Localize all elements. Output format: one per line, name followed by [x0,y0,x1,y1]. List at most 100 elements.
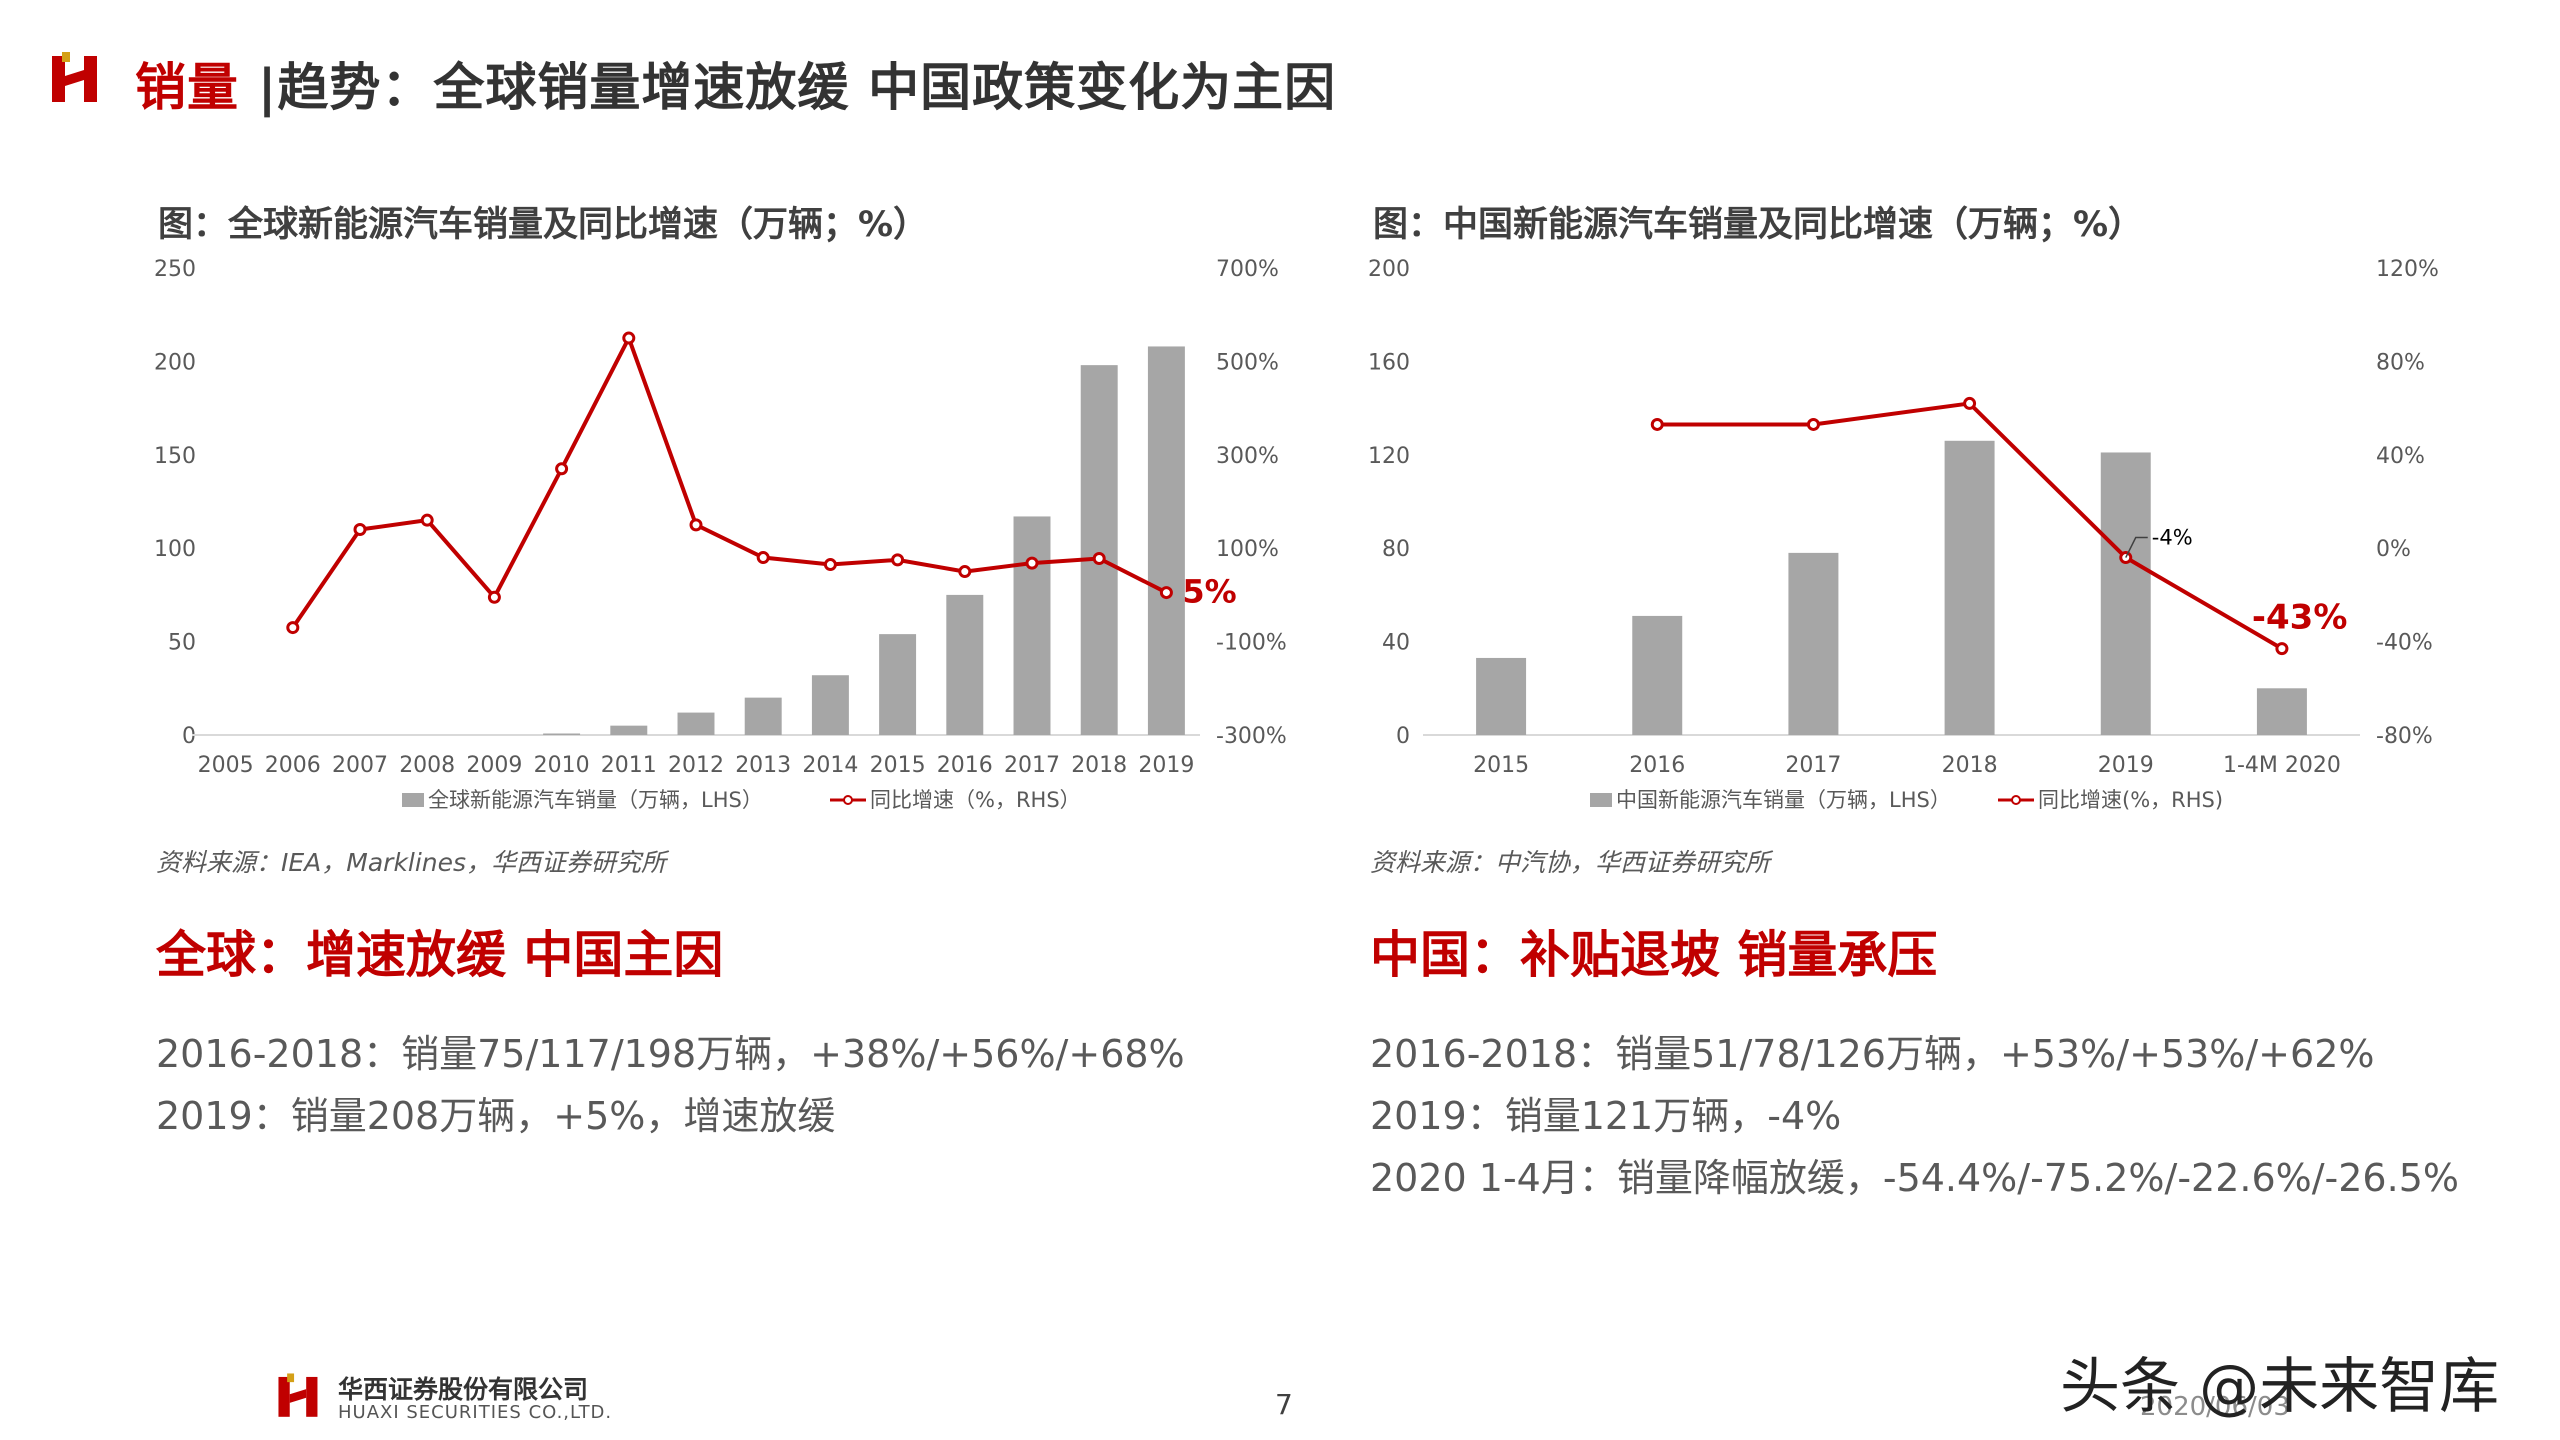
x-tick-label: 2018 [1071,753,1127,778]
bar [811,675,849,735]
x-tick-label: 1-4M 2020 [2223,753,2341,778]
global-ev-sales-chart: 0 50 100 150 200 250 -300% -100% 100% 300% 500% 700… [154,257,1287,812]
x-tick-label: 2018 [1942,753,1998,778]
x-tick-label: 2013 [735,753,791,778]
legend-label-line: 同比增速(%，RHS) [2038,788,2223,812]
growth-point [353,523,367,537]
footer-company-cn: 华西证券股份有限公司 [338,1375,589,1404]
x-tick-label: 2005 [198,753,254,778]
growth-point [622,331,636,345]
y-left-tick-label: 150 [154,444,196,469]
left-line-2: 2019：销量208万辆，+5%，增速放缓 [156,1094,836,1138]
growth-point [1806,417,1820,431]
growth-point [1963,396,1977,410]
bar [1476,657,1527,735]
y-left-tick-label: 200 [1368,257,1410,282]
bar [1080,365,1118,735]
bar [1788,552,1839,735]
x-tick-label: 2019 [2098,753,2154,778]
huaxi-logo-icon [52,52,97,102]
legend-label-bar: 全球新能源汽车销量（万辆，LHS） [428,788,763,812]
legend-label-line: 同比增速（%，RHS） [870,788,1081,812]
y-right-tick-label: 120% [2376,257,2439,282]
growth-point [286,621,300,635]
legend-line-marker [843,795,853,805]
x-tick-label: 2008 [399,753,455,778]
annotation-leader [2125,536,2148,558]
growth-point [555,462,569,476]
y-left-tick-label: 120 [1368,444,1410,469]
growth-point [891,553,905,567]
growth-point [420,513,434,527]
growth-line [291,333,1168,629]
y-right-tick-label: -100% [1216,631,1287,656]
x-tick-label: 2014 [802,753,858,778]
y-right-tick-label: 500% [1216,350,1279,375]
x-tick-label: 2017 [1785,753,1841,778]
right-line-2: 2019：销量121万辆，-4% [1370,1094,1842,1138]
y-right-tick-label: -300% [1216,724,1287,749]
x-tick-label: 2007 [332,753,388,778]
x-tick-label: 2011 [601,753,657,778]
x-tick-label: 2019 [1138,753,1194,778]
growth-point [756,551,770,565]
legend-bar-swatch [402,793,424,807]
bar [677,712,715,735]
y-left-tick-label: 0 [182,724,196,749]
y-left-tick-label: 40 [1382,631,1410,656]
china-ev-sales-chart: 0 40 80 120 160 200 -80% -40% 0% 40% 80% 120% 2015 20… [1368,257,2439,812]
y-right-tick-label: 80% [2376,350,2425,375]
y-right-tick-label: -40% [2376,631,2433,656]
growth-point [1650,417,1664,431]
x-tick-label: 2006 [265,753,321,778]
left-headline: 全球：增速放缓 中国主因 [156,926,724,984]
data-label: -4% [2152,526,2193,550]
growth-point [823,558,837,572]
x-tick-label: 2015 [1473,753,1529,778]
y-left-tick-label: 100 [154,537,196,562]
y-right-tick-label: -80% [2376,724,2433,749]
page-number: 7 [1275,1388,1293,1421]
data-label: -43% [2252,598,2348,638]
x-tick-label: 2015 [870,753,926,778]
right-line-3: 2020 1-4月：销量降幅放缓，-54.4%/-75.2%/-22.6%/-2… [1370,1156,2459,1200]
bar [543,733,581,735]
growth-point [487,590,501,604]
bar [1013,516,1051,735]
growth-point [1092,551,1106,565]
left-chart-title: 图：全球新能源汽车销量及同比增速（万辆；%） [158,205,929,245]
y-left-tick-label: 160 [1368,350,1410,375]
bar [744,697,782,735]
growth-point [2119,551,2133,565]
y-left-tick-label: 200 [154,350,196,375]
bar [610,725,648,735]
watermark: 头条 @未来智库 [2060,1352,2500,1422]
x-tick-label: 2009 [466,753,522,778]
x-tick-label: 2012 [668,753,724,778]
x-tick-label: 2010 [534,753,590,778]
footer-company-en: HUAXI SECURITIES CO.,LTD. [338,1402,613,1423]
x-tick-label: 2016 [937,753,993,778]
bar [1147,346,1185,735]
growth-point [2275,642,2289,656]
y-left-tick-label: 0 [1396,724,1410,749]
left-line-1: 2016-2018：销量75/117/198万辆，+38%/+56%/+68% [156,1032,1185,1076]
bar [1632,615,1683,735]
y-left-tick-label: 80 [1382,537,1410,562]
footer-date: 2020/06/03 [2140,1392,2290,1422]
legend-label-bar: 中国新能源汽车销量（万辆，LHS） [1616,788,1951,812]
legend-line-marker [2011,795,2021,805]
growth-point [1159,586,1173,600]
y-right-tick-label: 700% [1216,257,1279,282]
y-right-tick-label: 300% [1216,444,1279,469]
page-title: 销量 |趋势：全球销量增速放缓 中国政策变化为主因 [135,59,1337,118]
right-chart-title: 图：中国新能源汽车销量及同比增速（万辆；%） [1373,205,2144,245]
y-left-tick-label: 50 [168,631,196,656]
x-tick-label: 2016 [1629,753,1685,778]
right-headline: 中国：补贴退坡 销量承压 [1370,926,1938,984]
bar [879,634,917,735]
right-source: 资料来源：中汽协，华西证券研究所 [1370,848,1771,877]
bar [946,594,984,735]
y-right-tick-label: 40% [2376,444,2425,469]
growth-point [1025,556,1039,570]
